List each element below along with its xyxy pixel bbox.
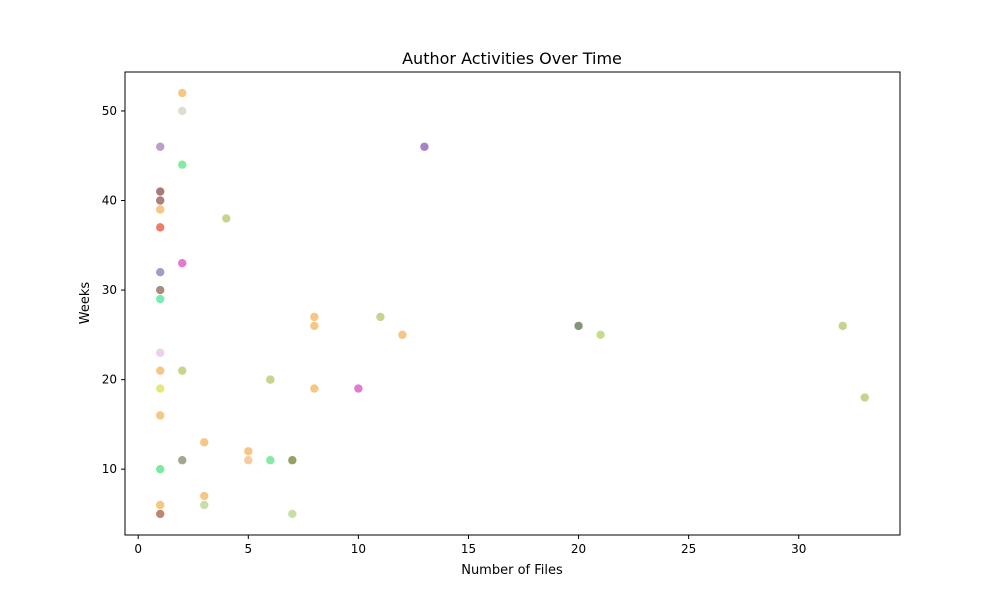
x-tick-label-0: 0: [134, 542, 142, 556]
data-point-0: [178, 88, 187, 98]
data-point-21: [156, 348, 165, 357]
data-point-4: [178, 160, 187, 169]
plot-area-frame: [124, 71, 901, 536]
data-point-17: [574, 321, 583, 331]
x-tick-label-5: 5: [244, 542, 252, 556]
data-point-1: [178, 106, 187, 116]
data-point-7: [156, 205, 165, 214]
x-tick-label-10: 10: [351, 542, 366, 556]
y-tick-label-20: 20: [102, 373, 117, 387]
data-point-20: [596, 330, 605, 340]
data-point-35: [288, 456, 297, 465]
data-point-34: [266, 456, 275, 465]
y-tick-label-50: 50: [102, 104, 117, 118]
data-point-28: [860, 393, 869, 402]
data-point-2: [156, 142, 165, 151]
data-point-10: [178, 259, 187, 268]
x-axis-label: Number of Files: [461, 563, 563, 578]
data-point-13: [156, 294, 165, 304]
data-point-39: [200, 500, 209, 510]
data-point-6: [156, 196, 165, 205]
data-point-36: [156, 464, 165, 474]
data-point-22: [156, 366, 165, 375]
data-point-29: [156, 411, 165, 420]
data-point-33: [244, 456, 253, 465]
points-layer: [156, 88, 869, 519]
y-axis-label: Weeks: [78, 282, 93, 325]
data-point-14: [310, 312, 319, 322]
data-point-12: [156, 285, 165, 295]
data-point-18: [838, 321, 847, 331]
data-point-5: [156, 187, 165, 196]
x-tick-label-20: 20: [571, 542, 586, 556]
x-tick-label-30: 30: [791, 542, 806, 556]
data-point-16: [310, 321, 319, 331]
y-tick-label-30: 30: [102, 283, 117, 297]
data-point-23: [178, 366, 187, 375]
data-point-40: [156, 509, 165, 519]
data-point-32: [178, 456, 187, 465]
data-point-15: [376, 312, 385, 322]
data-point-26: [310, 384, 319, 393]
x-tick-label-25: 25: [681, 542, 696, 556]
chart-title: Author Activities Over Time: [402, 49, 622, 68]
data-point-41: [288, 509, 297, 519]
x-tick-label-15: 15: [461, 542, 476, 556]
data-point-24: [266, 375, 275, 384]
data-point-9: [156, 223, 165, 232]
data-point-31: [244, 447, 253, 456]
data-point-8: [222, 214, 231, 223]
data-point-38: [156, 500, 165, 510]
data-point-25: [156, 384, 165, 393]
data-point-3: [420, 142, 429, 151]
data-point-11: [156, 267, 165, 277]
y-tick-label-40: 40: [102, 194, 117, 208]
data-point-37: [200, 491, 209, 501]
y-tick-label-10: 10: [102, 462, 117, 476]
data-point-30: [200, 438, 209, 447]
data-point-27: [354, 384, 363, 393]
ticks-layer: 0 5 10 15 20 25 30 10 20 30 40 50: [102, 104, 807, 556]
data-point-19: [398, 330, 407, 340]
